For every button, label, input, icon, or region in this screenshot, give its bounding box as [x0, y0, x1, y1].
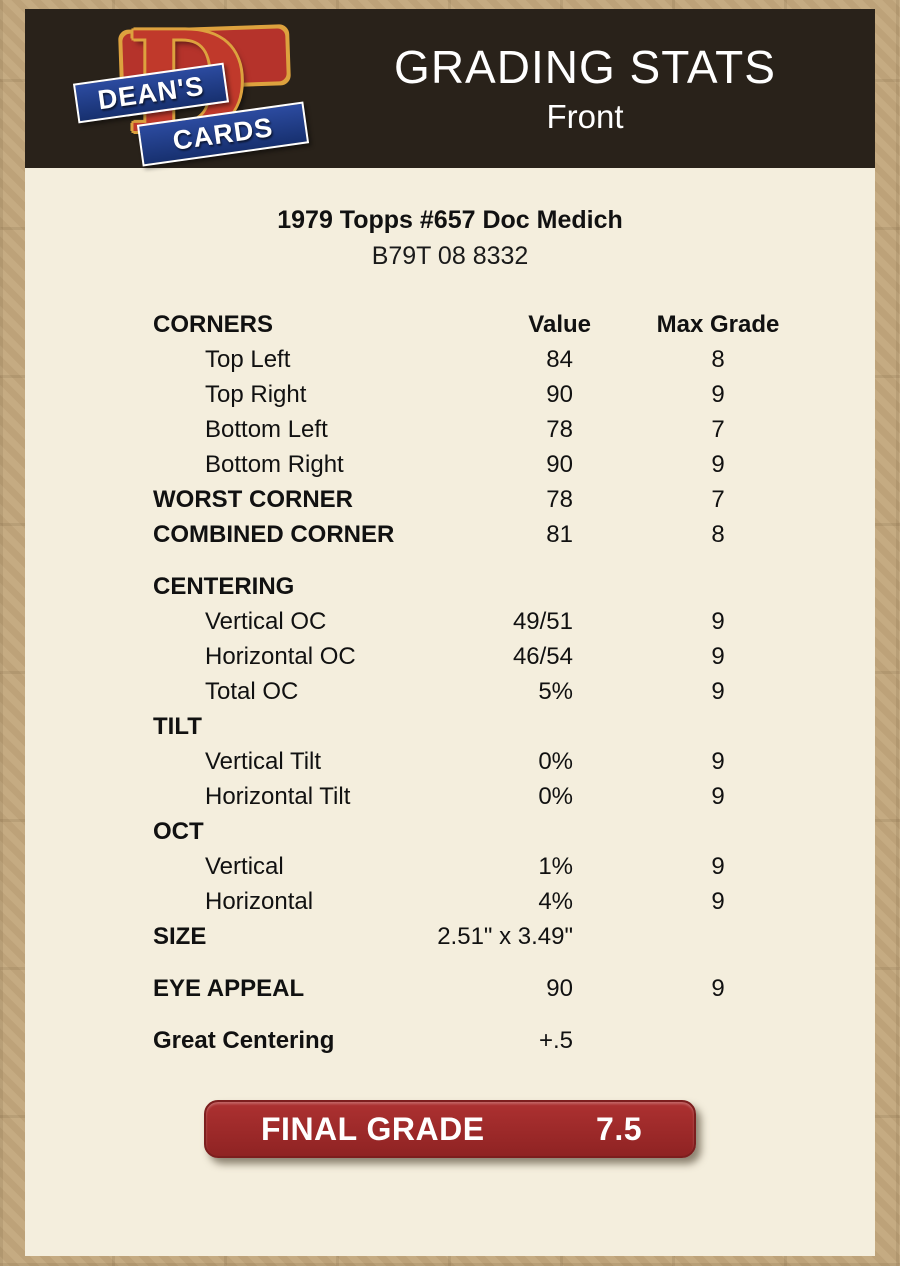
table-row: Top Right 90 9 [153, 377, 803, 412]
row-max: 9 [711, 642, 725, 670]
row-label: EYE APPEAL [153, 974, 305, 1002]
row-value: 84 [546, 345, 573, 373]
row-label: Top Right [205, 380, 307, 408]
row-label: COMBINED CORNER [153, 520, 395, 548]
table-row: Great Centering +.5 [153, 1023, 803, 1058]
row-max: 9 [711, 974, 725, 1002]
row-label: Horizontal OC [205, 642, 356, 670]
row-max: 9 [711, 607, 725, 635]
row-max: 8 [711, 345, 725, 373]
row-max: 7 [711, 485, 725, 513]
table-section-row: OCT [153, 814, 803, 849]
table-row: EYE APPEAL 90 9 [153, 971, 803, 1006]
row-max: 7 [711, 415, 725, 443]
row-value: +.5 [538, 1026, 573, 1054]
table-row: Total OC 5% 9 [153, 674, 803, 709]
report-header: D DEAN'S CARDS GRADING STATS Front [25, 7, 875, 168]
row-max: 9 [711, 887, 725, 915]
card-name-heading: 1979 Topps #657 Doc Medich [277, 206, 623, 234]
row-max: 9 [711, 782, 725, 810]
row-max: 8 [711, 520, 725, 548]
row-label: Top Left [205, 345, 291, 373]
row-label: Great Centering [153, 1026, 335, 1054]
section-label: CORNERS [153, 310, 274, 338]
row-label: Bottom Left [205, 415, 328, 443]
row-value: 78 [546, 415, 573, 443]
table-row: Vertical 1% 9 [153, 849, 803, 884]
row-value: 2.51" x 3.49" [437, 922, 573, 950]
section-label: OCT [153, 817, 204, 845]
value-column-header: Value [528, 310, 591, 338]
card-serial-code: B79T 08 8332 [371, 242, 529, 270]
row-value: 90 [546, 450, 573, 478]
row-label: Vertical OC [205, 607, 327, 635]
row-label: SIZE [153, 922, 207, 950]
row-value: 49/51 [512, 607, 573, 635]
table-row: Bottom Right 90 9 [153, 447, 803, 482]
table-row: Horizontal 4% 9 [153, 884, 803, 919]
row-label: Horizontal [205, 887, 314, 915]
final-grade-value: 7.5 [596, 1110, 642, 1147]
grading-table: CORNERS Value Max Grade Top Left 84 8 To… [153, 307, 803, 1058]
row-max: 9 [711, 450, 725, 478]
row-label: Total OC [205, 677, 299, 705]
row-value: 4% [538, 887, 573, 915]
page-subtitle: Front [546, 97, 624, 135]
table-row: Vertical OC 49/51 9 [153, 604, 803, 639]
row-max: 9 [711, 677, 725, 705]
row-value: 1% [538, 852, 573, 880]
section-label: CENTERING [153, 572, 295, 600]
table-row: Bottom Left 78 7 [153, 412, 803, 447]
row-label: Horizontal Tilt [205, 782, 351, 810]
row-label: Bottom Right [205, 450, 344, 478]
max-grade-column-header: Max Grade [656, 310, 780, 338]
table-row: Top Left 84 8 [153, 342, 803, 377]
row-value: 90 [546, 380, 573, 408]
grading-report-card: D DEAN'S CARDS GRADING STATS Front 1979 … [25, 7, 875, 1256]
deans-cards-logo: D DEAN'S CARDS [57, 7, 327, 167]
row-value: 81 [546, 520, 573, 548]
table-row: Vertical Tilt 0% 9 [153, 744, 803, 779]
final-grade-badge: FINAL GRADE 7.5 [204, 1100, 696, 1158]
row-label: Vertical Tilt [205, 747, 322, 775]
row-max: 9 [711, 747, 725, 775]
table-row: COMBINED CORNER 81 8 [153, 517, 803, 552]
table-row: Horizontal OC 46/54 9 [153, 639, 803, 674]
section-label: TILT [153, 712, 202, 740]
table-section-row: TILT [153, 709, 803, 744]
row-label: WORST CORNER [153, 485, 353, 513]
row-max: 9 [711, 852, 725, 880]
row-max: 9 [711, 380, 725, 408]
row-value: 5% [538, 677, 573, 705]
row-value: 0% [538, 747, 573, 775]
header-text-block: GRADING STATS Front [295, 41, 875, 136]
table-row: Horizontal Tilt 0% 9 [153, 779, 803, 814]
row-label: Vertical [205, 852, 284, 880]
page-title: GRADING STATS [394, 41, 776, 94]
table-section-row: CENTERING [153, 569, 803, 604]
table-row: WORST CORNER 78 7 [153, 482, 803, 517]
row-value: 0% [538, 782, 573, 810]
table-row: SIZE 2.51" x 3.49" [153, 919, 803, 954]
row-value: 46/54 [512, 642, 573, 670]
row-value: 78 [546, 485, 573, 513]
table-header-row: CORNERS Value Max Grade [153, 307, 803, 342]
final-grade-label: FINAL GRADE [261, 1110, 485, 1147]
row-value: 90 [546, 974, 573, 1002]
